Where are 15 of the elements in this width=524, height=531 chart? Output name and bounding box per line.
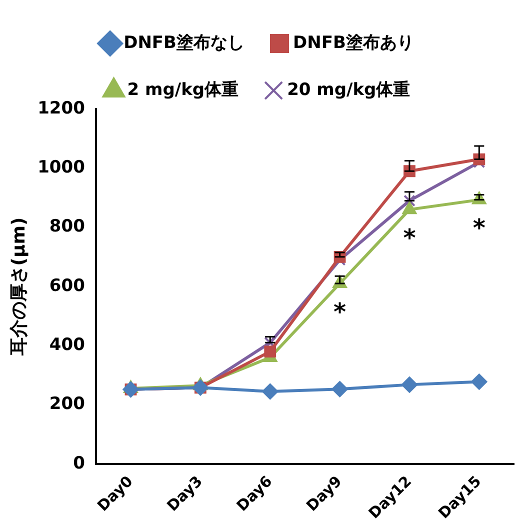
legend-label: DNFB塗布なし	[124, 32, 245, 53]
y-tick-label: 1000	[38, 158, 86, 178]
y-tick-label: 800	[49, 216, 86, 237]
annotation: *	[403, 224, 416, 252]
annotation: *	[334, 298, 347, 326]
y-tick-label: 600	[49, 276, 86, 296]
legend-label: 2 mg/kg体重	[127, 80, 239, 100]
annotation: *	[472, 214, 486, 242]
y-axis-title: 耳介の厚さ(μm)	[8, 217, 30, 357]
y-tick-label: 1200	[38, 98, 86, 118]
legend-label: DNFB塗布あり	[293, 32, 414, 53]
y-tick-label: 200	[49, 394, 86, 414]
y-tick-label: 0	[73, 453, 86, 474]
legend-label: 20 mg/kg体重	[287, 80, 410, 100]
y-tick-label: 400	[49, 335, 86, 356]
